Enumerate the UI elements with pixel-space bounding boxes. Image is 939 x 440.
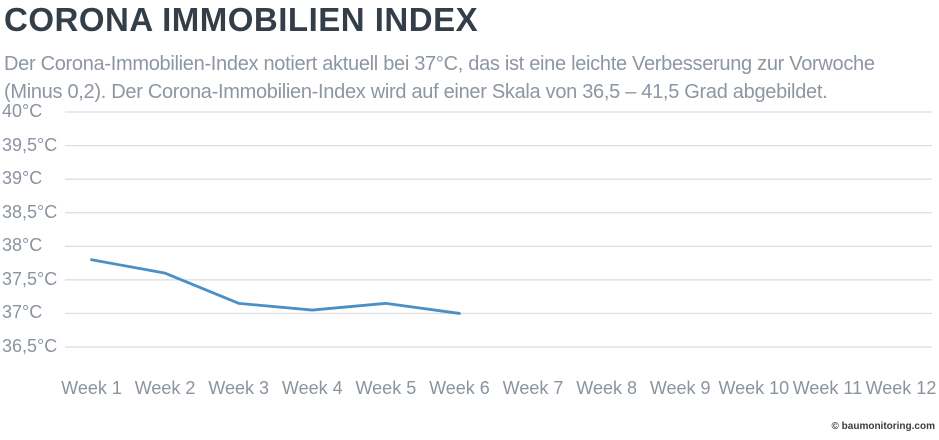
x-axis-tick-label: Week 6 — [429, 378, 490, 398]
x-axis-tick-label: Week 4 — [281, 378, 343, 398]
subtitle-line-1: Der Corona-Immobilien-Index notiert aktu… — [4, 53, 875, 75]
subtitle-line-2: (Minus 0,2). Der Corona-Immobilien-Index… — [4, 81, 828, 103]
y-axis-tick-label: 38°C — [2, 235, 43, 256]
x-axis-tick-label: Week 9 — [649, 378, 711, 398]
y-axis-tick-label: 40°C — [2, 101, 43, 121]
y-axis-tick-label: 37°C — [2, 302, 43, 323]
x-axis-tick-label: Week 7 — [502, 378, 564, 398]
x-axis-tick-label: Week 2 — [134, 378, 196, 398]
x-axis-tick-label: Week 8 — [576, 378, 637, 398]
x-axis-tick-label: Week 11 — [792, 378, 863, 398]
y-axis-tick-label: 39,5°C — [2, 134, 58, 155]
x-axis-tick-label: Week 12 — [865, 378, 937, 398]
page-title: CORONA IMMOBILIEN INDEX — [4, 1, 479, 38]
x-axis-tick-label: Week 5 — [355, 378, 417, 398]
index-line — [90, 258, 461, 315]
x-axis-tick-label: Week 3 — [208, 378, 270, 398]
credit-link[interactable]: © baumonitoring.com — [831, 421, 935, 432]
x-axis-tick-label: Week 1 — [61, 378, 122, 398]
y-axis-tick-label: 36,5°C — [2, 336, 58, 356]
x-axis-tick-label: Week 10 — [718, 378, 790, 398]
y-axis-tick-label: 37,5°C — [2, 268, 58, 289]
y-axis-tick-label: 39°C — [2, 168, 43, 189]
y-axis-tick-label: 38,5°C — [2, 201, 58, 222]
